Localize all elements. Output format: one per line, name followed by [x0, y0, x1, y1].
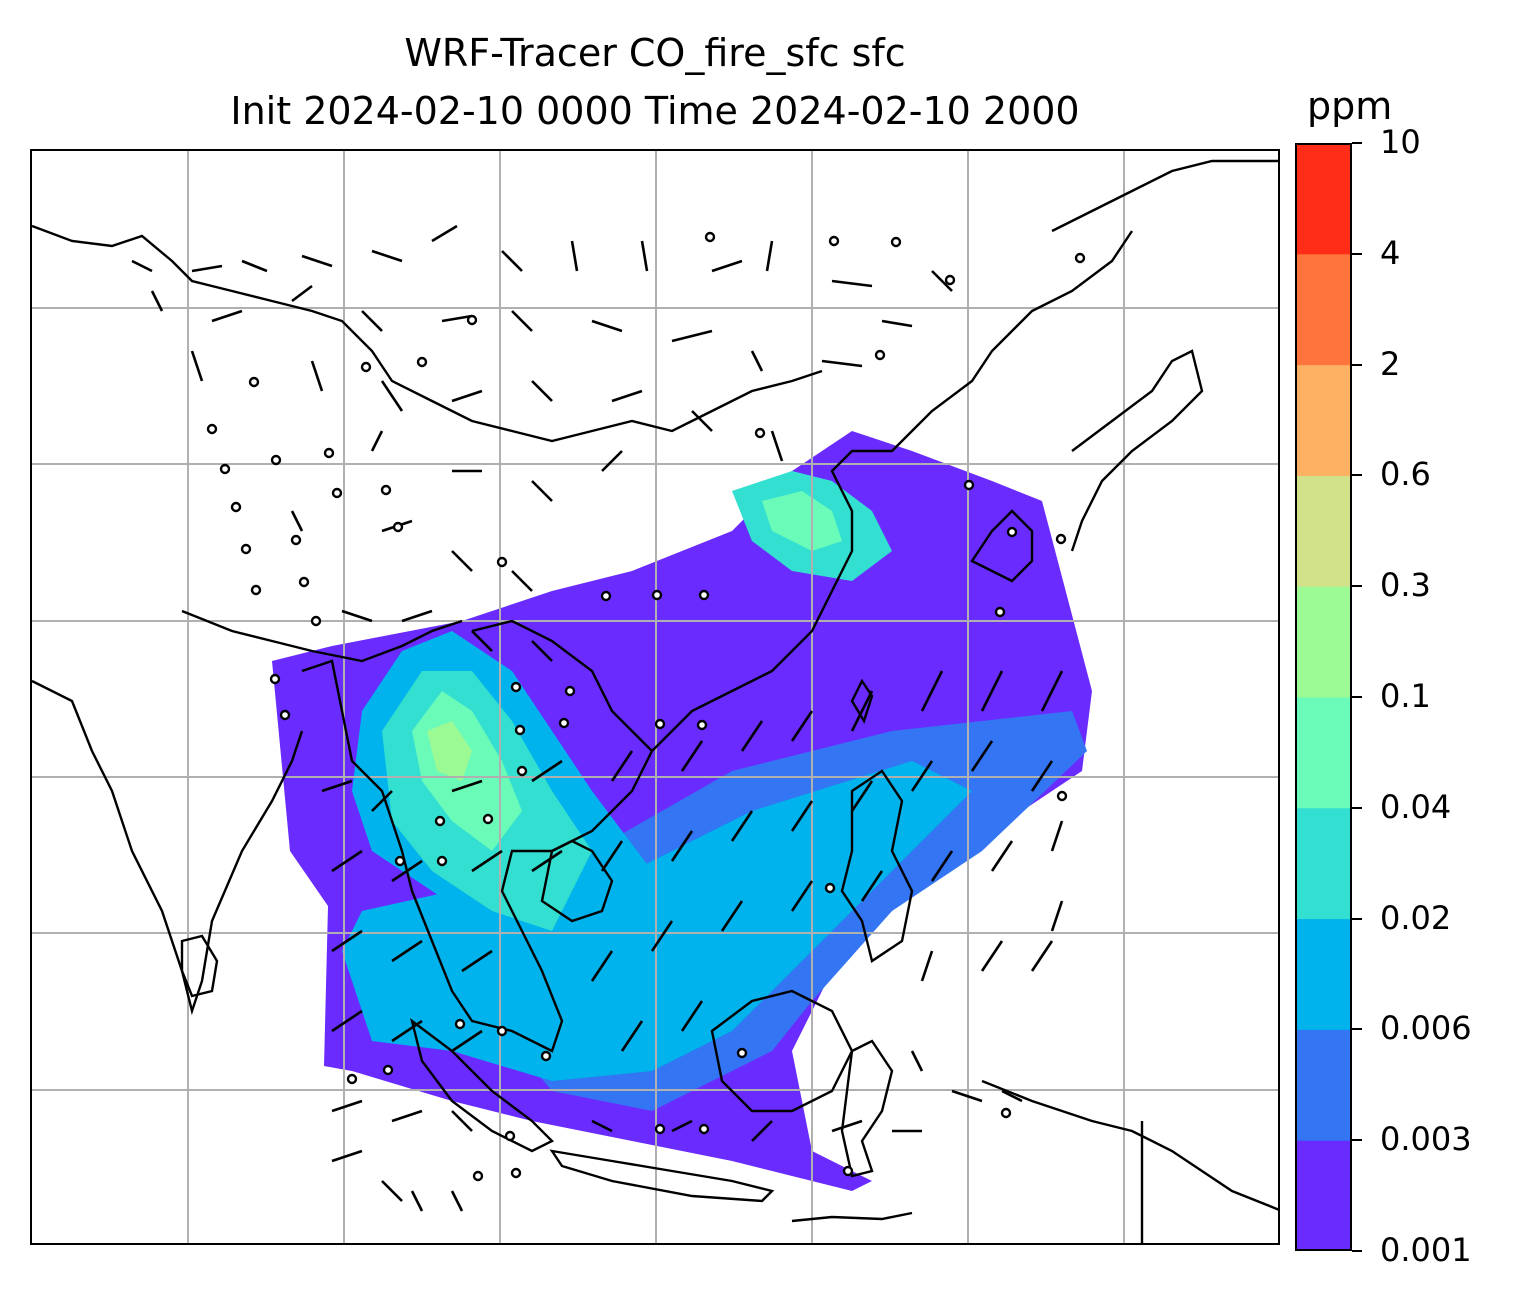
plume-core-yellow — [427, 721, 472, 781]
colorbar-tick-label: 2 — [1380, 344, 1401, 383]
colorbar-units: ppm — [1307, 84, 1393, 128]
borneo — [710, 989, 854, 1113]
colorbar-tick-label: 0.04 — [1380, 787, 1452, 826]
colorbar-tick — [1352, 142, 1362, 144]
lat-lon-gridlines — [32, 151, 1278, 1243]
colorbar-tick — [1352, 917, 1362, 920]
wind-barbs — [131, 224, 1064, 1212]
colorbar-border — [1295, 143, 1352, 1251]
colorbar-tick-label: 0.003 — [1380, 1120, 1472, 1159]
sumatra — [410, 1018, 555, 1153]
colorbar-tick — [1352, 806, 1362, 809]
colorbar-band — [1295, 253, 1352, 366]
colorbar-tick — [1352, 1139, 1362, 1142]
colorbar-tick-label: 0.3 — [1380, 566, 1431, 605]
colorbar-band — [1295, 475, 1352, 587]
colorbar-band — [1295, 1029, 1352, 1141]
colorbar-tick-label: 0.006 — [1380, 1009, 1472, 1048]
lesser-sunda — [791, 1211, 913, 1223]
colorbar-tick-label: 0.02 — [1380, 898, 1452, 937]
plume-north-china-inner — [762, 491, 842, 551]
colorbar-band — [1295, 143, 1352, 255]
himalaya-south — [181, 609, 463, 663]
java — [549, 1149, 775, 1203]
colorbar-tick-label: 0.1 — [1380, 677, 1431, 715]
colorbar-band — [1295, 586, 1352, 698]
colorbar-band — [1295, 918, 1352, 1030]
sri-lanka — [180, 934, 219, 998]
colorbar-tick — [1352, 585, 1362, 588]
india-coast — [32, 679, 304, 1016]
map-panel — [30, 149, 1280, 1245]
china-coast — [651, 230, 1133, 752]
colorbar-tick — [1352, 1028, 1362, 1031]
gulf-of-thailand — [540, 839, 614, 923]
korea — [970, 509, 1034, 583]
russia-coast — [1051, 159, 1278, 233]
bay-of-bengal-coast — [301, 659, 654, 1053]
map-title-line1: WRF-Tracer CO_fire_sfc sfc — [404, 31, 906, 75]
calm-wind-markers — [206, 231, 1086, 1182]
colorbar-band — [1295, 807, 1352, 920]
colorbar-band — [1295, 1140, 1352, 1251]
colorbar-tick-label: 0.6 — [1380, 455, 1431, 494]
japan — [1070, 349, 1204, 552]
new-guinea — [981, 1079, 1278, 1211]
colorbar-tick-label: 0.001 — [1380, 1231, 1472, 1269]
colorbar-tick — [1352, 252, 1362, 255]
indochina-coast — [471, 619, 653, 752]
map-title-line2: Init 2024-02-10 0000 Time 2024-02-10 200… — [230, 89, 1080, 133]
colorbar-band — [1295, 697, 1352, 809]
colorbar-tick — [1352, 696, 1362, 698]
colorbar-band — [1295, 364, 1352, 476]
colorbar-tick-label: 10 — [1380, 123, 1421, 161]
colorbar — [1295, 143, 1352, 1251]
colorbar-tick — [1352, 363, 1362, 366]
sulawesi — [840, 1039, 894, 1178]
philippines — [840, 769, 914, 963]
colorbar-tick-label: 4 — [1380, 233, 1401, 272]
colorbar-tick — [1352, 1250, 1362, 1252]
himalaya-border — [32, 224, 823, 443]
coastlines-borders — [32, 159, 1278, 1243]
colorbar-tick — [1352, 474, 1362, 477]
map-canvas — [32, 151, 1278, 1243]
